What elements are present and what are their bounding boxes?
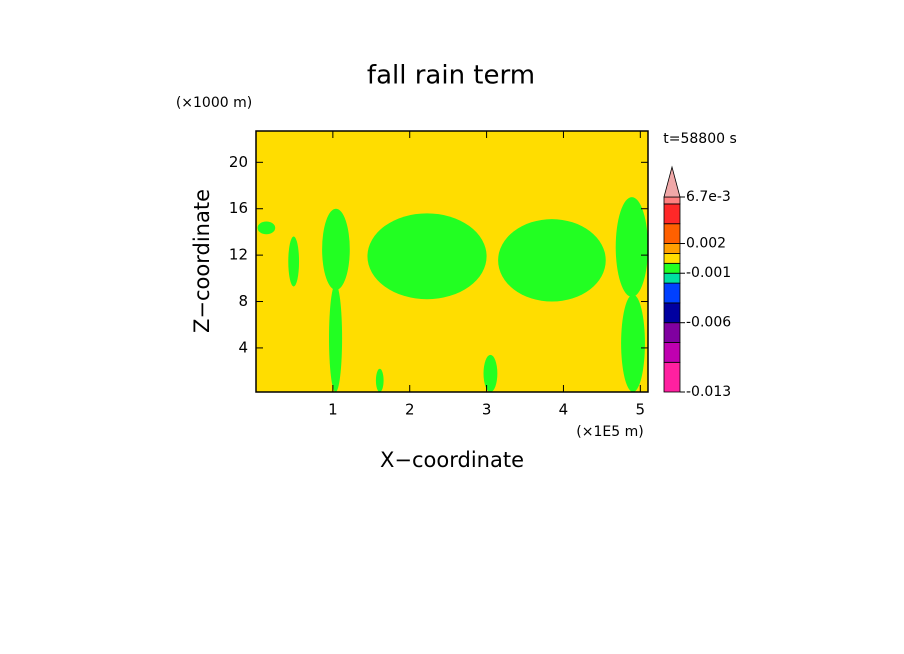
colorbar-tick-label: 0.002 [686,236,726,252]
colorbar-extend [663,165,681,198]
x-unit: (×1E5 m) [576,424,643,440]
contour-region [257,221,276,235]
plot-frame [255,130,649,393]
contour-region [621,294,645,392]
contour-region [498,219,606,302]
y-tick-label: 4 [238,338,248,356]
colorbar-band [663,203,681,225]
colorbar-band [663,302,681,324]
colorbar-band [663,262,681,274]
colorbar-band [663,361,681,393]
colorbar-band [663,272,681,284]
colorbar-band [663,282,681,304]
contour-region [288,236,300,287]
y-tick-label: 20 [229,153,248,171]
y-unit: (×1000 m) [176,95,252,111]
contour-region [322,208,350,290]
x-axis-label: X−coordinate [380,448,524,472]
colorbar-tick-label: -0.001 [686,265,731,281]
colorbar-band [663,196,681,205]
colorbar-tick-label: -0.006 [686,315,731,331]
chart-title: fall rain term [367,61,535,91]
colorbar-band [663,322,681,343]
x-tick-label: 2 [405,401,415,419]
colorbar-band [663,243,681,254]
contour-region [367,213,487,300]
colorbar-tick-label: 6.7e-3 [686,189,731,205]
time-label: t=58800 s [663,131,737,147]
x-tick-label: 4 [559,401,569,419]
contour-region [329,284,343,392]
field [256,131,648,392]
colorbar-tick-label: -0.013 [686,384,731,400]
contour-region [615,197,648,297]
contour-region [483,354,498,392]
x-tick-label: 5 [636,401,646,419]
colorbar-band [663,223,681,244]
y-axis-label: Z−coordinate [190,189,214,333]
colorbar-band [663,253,681,264]
colorbar-band [663,342,681,363]
x-tick-label: 1 [328,401,338,419]
y-tick-label: 12 [229,246,248,264]
y-tick-label: 8 [238,292,248,310]
y-tick-label: 16 [229,199,248,217]
x-tick-label: 3 [482,401,492,419]
contour-region [375,368,384,392]
